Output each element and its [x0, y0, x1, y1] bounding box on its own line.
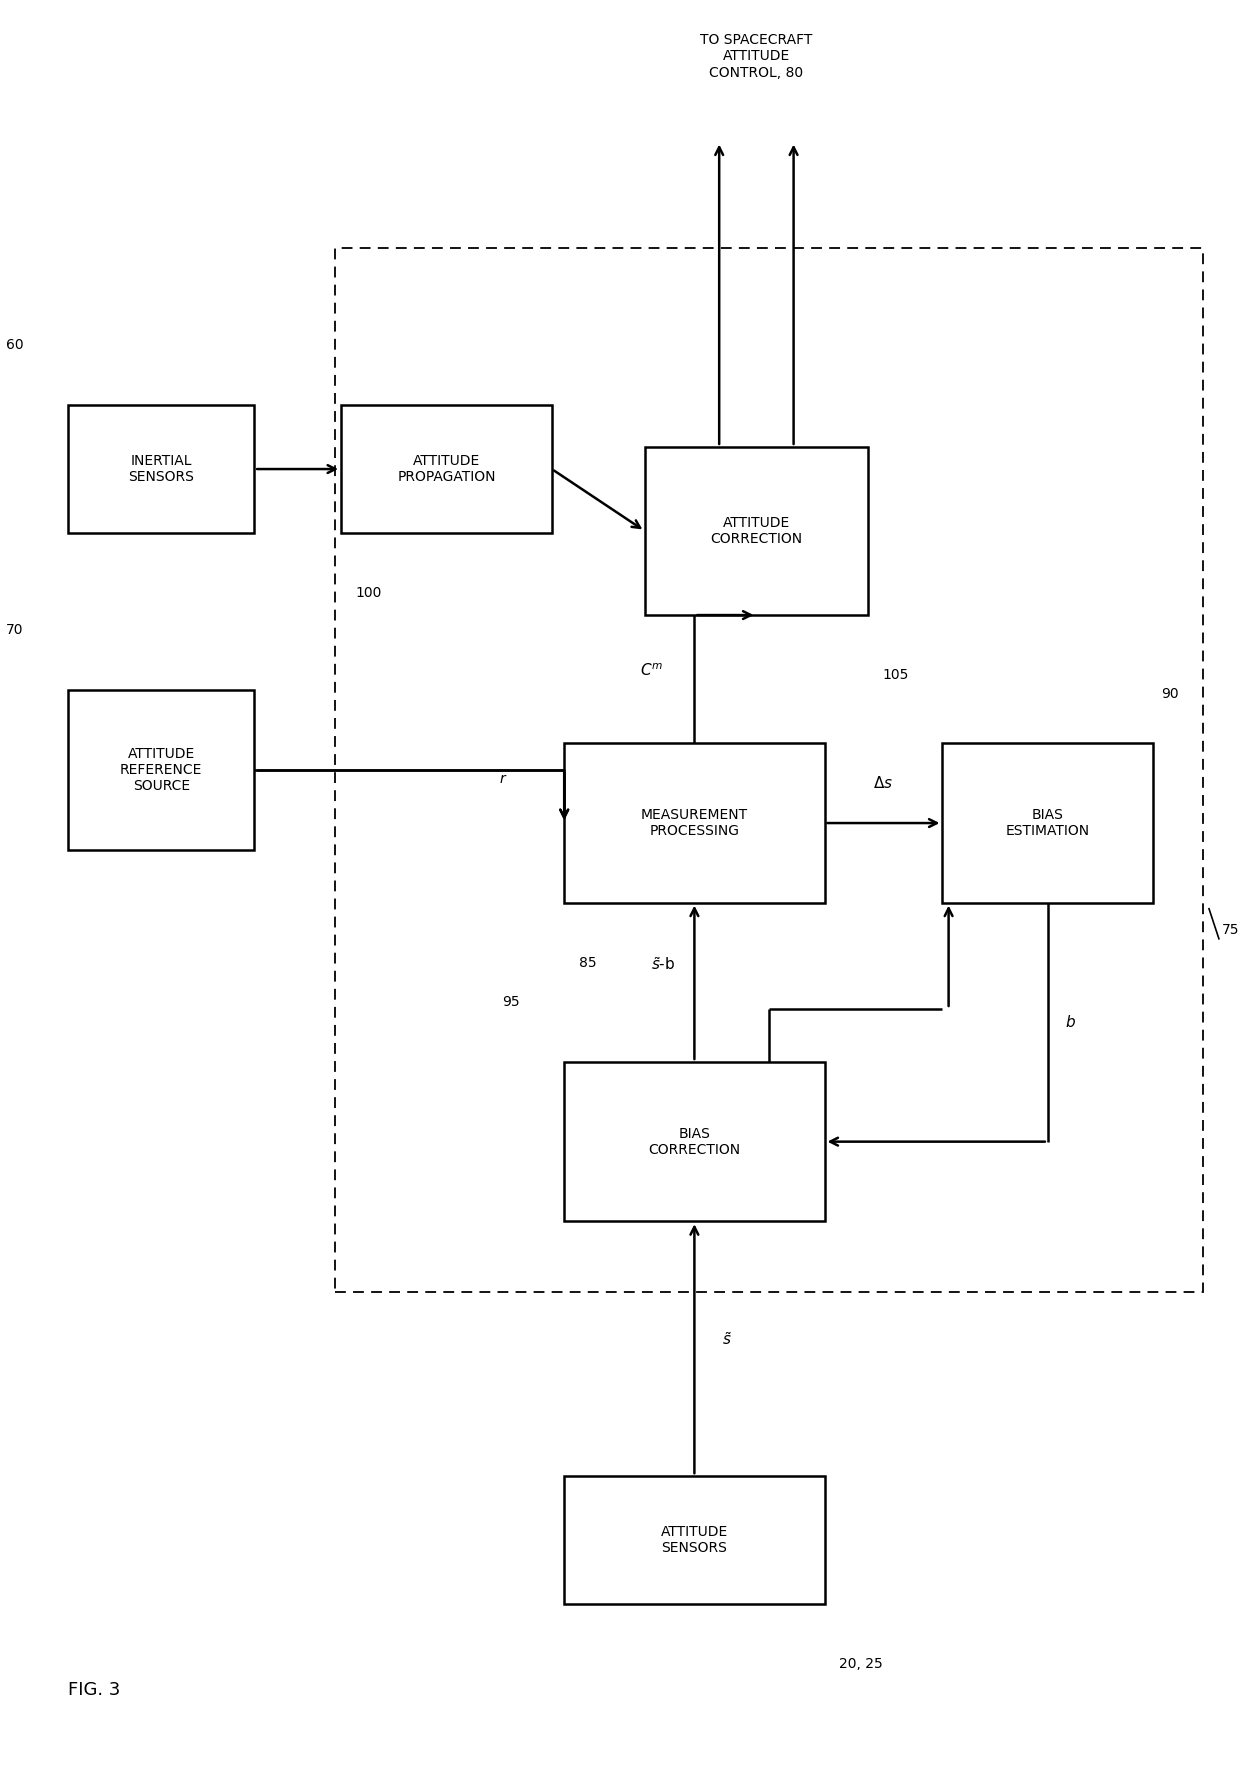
Bar	[942, 743, 1153, 903]
Bar	[68, 690, 254, 850]
Bar	[645, 448, 868, 616]
Bar	[564, 743, 825, 903]
Bar	[564, 1062, 825, 1221]
Text: MEASUREMENT
PROCESSING: MEASUREMENT PROCESSING	[641, 807, 748, 839]
Bar	[335, 248, 1203, 1292]
Text: 95: 95	[502, 995, 520, 1009]
Text: 85: 85	[579, 956, 596, 970]
Bar	[68, 405, 254, 533]
Text: 105: 105	[883, 669, 909, 681]
Text: ATTITUDE
REFERENCE
SOURCE: ATTITUDE REFERENCE SOURCE	[120, 747, 202, 793]
Text: 100: 100	[356, 586, 382, 600]
Text: ATTITUDE
SENSORS: ATTITUDE SENSORS	[661, 1524, 728, 1556]
Text: TO SPACECRAFT
ATTITUDE
CONTROL, 80: TO SPACECRAFT ATTITUDE CONTROL, 80	[701, 34, 812, 80]
Text: BIAS
CORRECTION: BIAS CORRECTION	[649, 1126, 740, 1158]
Text: 60: 60	[6, 338, 24, 352]
Text: $\tilde{s}$-b: $\tilde{s}$-b	[651, 956, 676, 974]
Text: ATTITUDE
CORRECTION: ATTITUDE CORRECTION	[711, 515, 802, 547]
Text: FIG. 3: FIG. 3	[68, 1682, 120, 1699]
Text: $C^m$: $C^m$	[640, 662, 663, 678]
Text: BIAS
ESTIMATION: BIAS ESTIMATION	[1006, 807, 1090, 839]
Text: $\tilde{s}$: $\tilde{s}$	[722, 1331, 732, 1349]
Text: r: r	[500, 772, 505, 786]
Text: ATTITUDE
PROPAGATION: ATTITUDE PROPAGATION	[397, 453, 496, 485]
Text: 90: 90	[1161, 687, 1178, 701]
Text: $\Delta s$: $\Delta s$	[873, 775, 894, 791]
Bar	[564, 1476, 825, 1604]
Text: 70: 70	[6, 623, 24, 637]
Text: b: b	[1065, 1014, 1075, 1030]
Bar	[341, 405, 552, 533]
Text: INERTIAL
SENSORS: INERTIAL SENSORS	[128, 453, 195, 485]
Text: 20, 25: 20, 25	[839, 1657, 883, 1671]
Text: 75: 75	[1221, 922, 1239, 936]
